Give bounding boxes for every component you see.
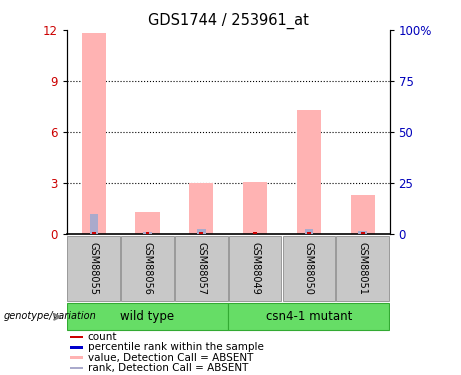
Bar [89,214,98,234]
Bar [82,33,106,234]
Text: GSM88057: GSM88057 [196,242,207,295]
Bar [229,303,389,330]
Bar [175,236,228,301]
Text: GSM88055: GSM88055 [89,242,99,295]
Bar [283,236,335,301]
Text: wild type: wild type [120,310,175,323]
Bar [70,336,83,338]
Bar [70,367,83,369]
Text: percentile rank within the sample: percentile rank within the sample [88,342,264,352]
Bar [92,232,95,234]
Bar [67,236,120,301]
Bar [305,229,313,234]
Bar [67,303,228,330]
Text: GSM88051: GSM88051 [358,242,368,295]
Bar [307,232,311,234]
Bar [253,232,257,234]
Bar [358,231,367,234]
Text: value, Detection Call = ABSENT: value, Detection Call = ABSENT [88,352,253,363]
Bar [121,236,174,301]
Bar [297,110,321,234]
Bar [200,232,203,234]
Bar [189,183,213,234]
Bar [70,346,83,349]
Text: GSM88056: GSM88056 [142,242,153,295]
Bar [136,212,160,234]
Bar [243,182,267,234]
Text: GSM88050: GSM88050 [304,242,314,295]
Bar [350,195,375,234]
Text: rank, Detection Call = ABSENT: rank, Detection Call = ABSENT [88,363,248,373]
Bar [361,232,365,234]
Bar [146,232,149,234]
Bar [336,236,389,301]
Text: count: count [88,332,117,342]
Text: GSM88049: GSM88049 [250,242,260,294]
Bar [70,356,83,359]
Bar [197,229,206,234]
Text: csn4-1 mutant: csn4-1 mutant [266,310,352,323]
Bar [143,232,152,234]
Title: GDS1744 / 253961_at: GDS1744 / 253961_at [148,12,308,28]
Bar [229,236,281,301]
Text: genotype/variation: genotype/variation [3,311,96,321]
